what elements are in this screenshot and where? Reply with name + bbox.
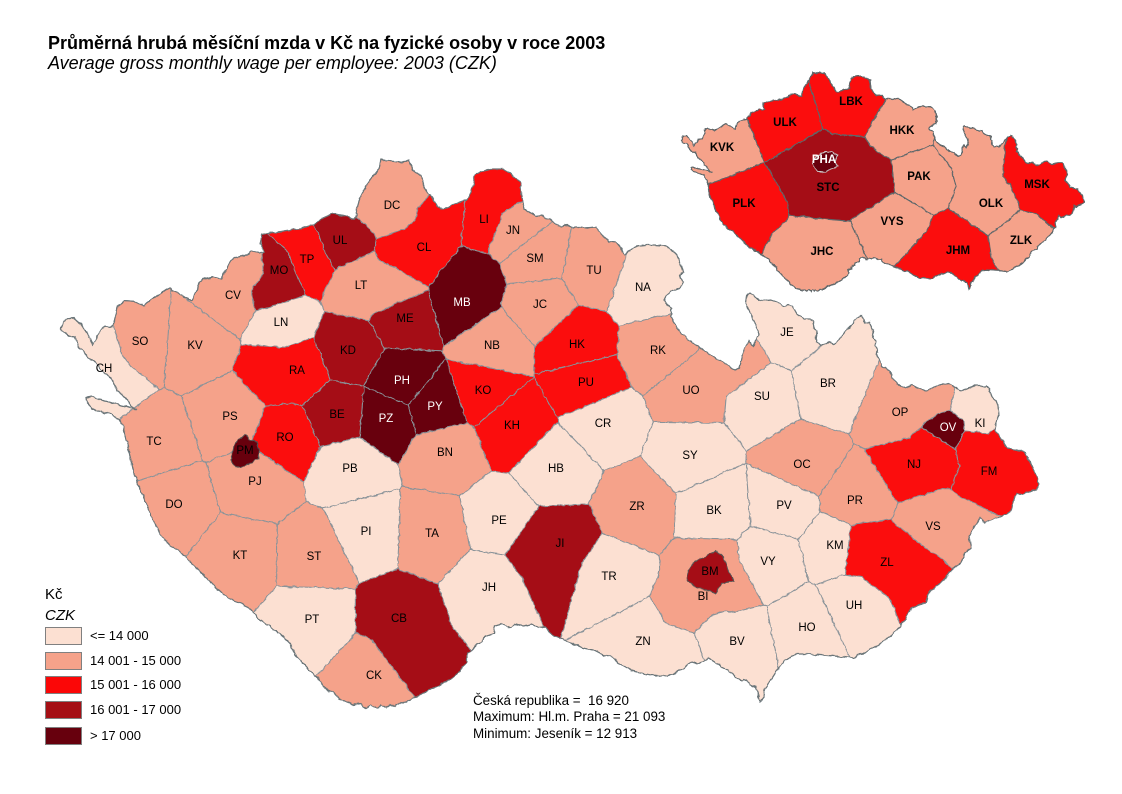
svg-text:RO: RO [276, 432, 293, 444]
svg-text:PM: PM [236, 445, 253, 457]
svg-text:KO: KO [475, 385, 492, 397]
svg-text:HB: HB [548, 463, 564, 475]
svg-text:TA: TA [425, 528, 439, 540]
svg-text:OLK: OLK [979, 198, 1004, 210]
svg-text:HK: HK [569, 339, 585, 351]
svg-text:LN: LN [274, 317, 289, 329]
svg-text:BK: BK [706, 505, 722, 517]
svg-text:JE: JE [780, 327, 794, 339]
svg-text:LBK: LBK [839, 96, 863, 108]
svg-text:KI: KI [975, 418, 986, 430]
svg-text:NB: NB [484, 340, 500, 352]
svg-text:CL: CL [417, 242, 432, 254]
svg-text:UH: UH [846, 600, 863, 612]
svg-text:KH: KH [504, 420, 520, 432]
svg-text:PT: PT [305, 614, 320, 626]
svg-text:CB: CB [391, 613, 407, 625]
svg-text:PJ: PJ [248, 476, 261, 488]
svg-text:PAK: PAK [907, 171, 931, 183]
svg-text:PLK: PLK [733, 198, 757, 210]
svg-text:JI: JI [556, 538, 565, 550]
svg-text:OC: OC [793, 459, 810, 471]
svg-text:OP: OP [892, 407, 909, 419]
svg-text:STC: STC [817, 182, 840, 194]
svg-text:CR: CR [595, 418, 612, 430]
svg-text:DC: DC [384, 200, 401, 212]
svg-text:MSK: MSK [1024, 179, 1050, 191]
svg-text:BN: BN [437, 447, 453, 459]
svg-text:OV: OV [940, 422, 957, 434]
svg-text:PZ: PZ [379, 413, 394, 425]
svg-text:RA: RA [289, 365, 305, 377]
svg-text:SY: SY [682, 450, 698, 462]
svg-text:JC: JC [533, 299, 547, 311]
svg-text:ST: ST [307, 551, 322, 563]
svg-text:ULK: ULK [773, 117, 797, 129]
svg-text:JHM: JHM [946, 245, 970, 257]
svg-text:CH: CH [96, 363, 113, 375]
svg-text:TC: TC [146, 436, 161, 448]
svg-text:ZN: ZN [635, 636, 650, 648]
svg-text:ME: ME [396, 313, 414, 325]
svg-text:VYS: VYS [880, 216, 903, 228]
svg-text:PR: PR [847, 495, 863, 507]
svg-text:DO: DO [165, 499, 182, 511]
svg-text:VS: VS [925, 521, 941, 533]
svg-text:MB: MB [453, 297, 471, 309]
svg-text:PY: PY [427, 401, 443, 413]
svg-text:KD: KD [340, 345, 356, 357]
svg-text:NJ: NJ [907, 459, 921, 471]
svg-text:BR: BR [820, 378, 836, 390]
svg-text:JN: JN [506, 225, 520, 237]
svg-text:SU: SU [754, 391, 770, 403]
svg-text:ZL: ZL [880, 557, 894, 569]
svg-text:PH: PH [394, 375, 410, 387]
svg-text:KV: KV [187, 340, 203, 352]
svg-text:PB: PB [342, 463, 358, 475]
svg-text:TU: TU [586, 265, 601, 277]
svg-text:JHC: JHC [810, 246, 833, 258]
svg-text:PI: PI [361, 526, 372, 538]
svg-text:KT: KT [233, 550, 248, 562]
svg-text:VY: VY [760, 556, 776, 568]
svg-text:CV: CV [225, 290, 241, 302]
svg-text:SM: SM [526, 253, 543, 265]
svg-text:JH: JH [482, 582, 496, 594]
svg-text:PHA: PHA [812, 154, 836, 166]
svg-text:ZR: ZR [629, 501, 644, 513]
svg-text:BE: BE [329, 409, 345, 421]
svg-text:CK: CK [366, 670, 382, 682]
svg-text:MO: MO [270, 265, 289, 277]
svg-text:UL: UL [333, 235, 348, 247]
svg-text:ZLK: ZLK [1010, 235, 1033, 247]
svg-text:SO: SO [132, 336, 149, 348]
svg-text:LT: LT [355, 280, 368, 292]
svg-text:RK: RK [650, 345, 666, 357]
svg-text:TP: TP [300, 254, 315, 266]
svg-text:BM: BM [701, 566, 718, 578]
svg-text:TR: TR [601, 571, 616, 583]
svg-text:NA: NA [635, 282, 651, 294]
svg-text:LI: LI [479, 214, 489, 226]
svg-text:PE: PE [491, 515, 507, 527]
svg-text:BI: BI [698, 591, 709, 603]
svg-text:PS: PS [222, 411, 238, 423]
svg-text:KVK: KVK [710, 142, 735, 154]
svg-text:UO: UO [682, 385, 699, 397]
svg-text:BV: BV [729, 636, 745, 648]
svg-text:PV: PV [776, 500, 792, 512]
svg-text:FM: FM [981, 466, 998, 478]
svg-text:KM: KM [826, 540, 843, 552]
svg-text:HKK: HKK [890, 125, 916, 137]
svg-text:HO: HO [798, 622, 815, 634]
svg-text:PU: PU [578, 377, 594, 389]
